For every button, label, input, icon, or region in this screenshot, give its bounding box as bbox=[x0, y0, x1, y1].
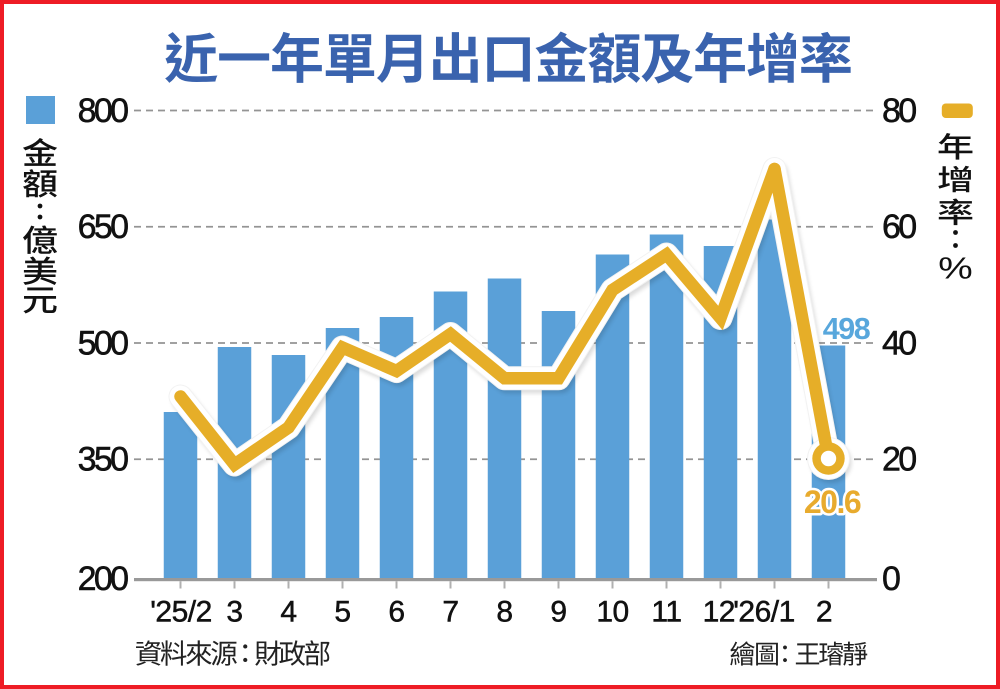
svg-text:350: 350 bbox=[78, 441, 129, 479]
svg-text:%: % bbox=[938, 251, 972, 285]
svg-text:650: 650 bbox=[78, 208, 129, 246]
svg-text:'26/1: '26/1 bbox=[733, 596, 795, 629]
svg-text:7: 7 bbox=[442, 596, 458, 629]
svg-text:3: 3 bbox=[226, 596, 242, 629]
svg-text:5: 5 bbox=[334, 596, 350, 629]
svg-text:11: 11 bbox=[651, 596, 681, 629]
svg-text:2: 2 bbox=[816, 596, 832, 629]
svg-text:12: 12 bbox=[703, 596, 735, 629]
svg-text:500: 500 bbox=[78, 324, 129, 362]
svg-text:20: 20 bbox=[882, 441, 916, 479]
svg-text:498: 498 bbox=[823, 312, 871, 346]
svg-text:4: 4 bbox=[280, 596, 296, 629]
svg-text:8: 8 bbox=[496, 596, 512, 629]
svg-text:60: 60 bbox=[882, 208, 916, 246]
svg-text:0: 0 bbox=[882, 560, 900, 598]
svg-text:800: 800 bbox=[78, 92, 129, 130]
svg-text:200: 200 bbox=[78, 560, 129, 598]
svg-text:40: 40 bbox=[882, 324, 916, 362]
svg-text:20.6: 20.6 bbox=[804, 484, 861, 520]
svg-text:9: 9 bbox=[550, 596, 566, 629]
svg-text:6: 6 bbox=[388, 596, 404, 629]
svg-text:10: 10 bbox=[596, 596, 628, 629]
svg-text:'25/2: '25/2 bbox=[150, 596, 212, 629]
svg-text:80: 80 bbox=[882, 92, 916, 130]
